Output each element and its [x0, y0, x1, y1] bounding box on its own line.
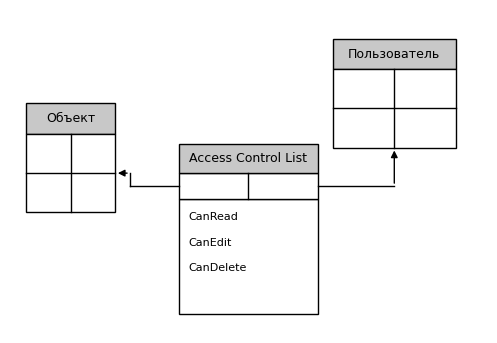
Text: CanRead: CanRead — [188, 212, 238, 222]
Text: Access Control List: Access Control List — [189, 152, 308, 165]
Text: CanDelete: CanDelete — [188, 263, 247, 273]
Bar — [26, 134, 115, 212]
Bar — [179, 199, 318, 315]
Text: Объект: Объект — [46, 112, 95, 125]
Bar — [179, 173, 318, 199]
Text: CanEdit: CanEdit — [188, 238, 232, 248]
Bar — [332, 39, 456, 69]
Text: Пользователь: Пользователь — [348, 48, 440, 61]
Bar — [332, 69, 456, 148]
Bar — [179, 144, 318, 173]
Bar — [26, 104, 115, 134]
